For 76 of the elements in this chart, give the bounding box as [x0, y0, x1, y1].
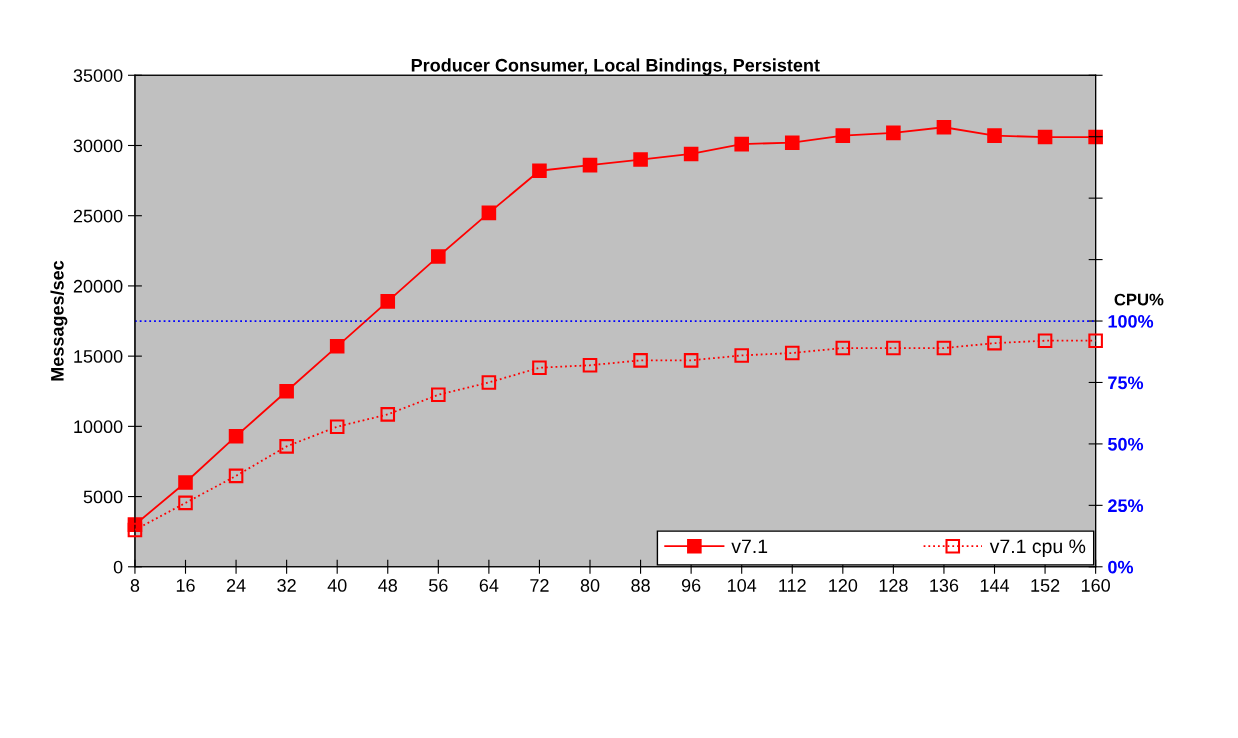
point — [1037, 129, 1053, 145]
y2-tick-label: 50% — [1107, 437, 1144, 451]
point — [127, 522, 143, 538]
x-tick-label: 8 — [130, 579, 140, 592]
point — [936, 340, 952, 356]
x-tick-label: 104 — [728, 579, 757, 592]
point — [734, 348, 749, 363]
point — [431, 387, 446, 403]
y-tick-label: 20000 — [73, 279, 123, 293]
y-tick-label: 10000 — [74, 420, 123, 434]
x-tick-label: 16 — [176, 579, 195, 592]
y-tick-label: 30000 — [73, 139, 123, 153]
point — [886, 340, 901, 356]
y2-axis-title: CPU% — [1114, 293, 1164, 306]
point — [784, 135, 800, 150]
point — [633, 353, 648, 368]
point — [835, 128, 851, 143]
x-tick-label: 40 — [327, 579, 347, 592]
x-tick-label: 120 — [829, 579, 858, 592]
y2-tick-label: 75% — [1108, 376, 1144, 390]
x-tick-label: 128 — [879, 579, 908, 592]
point — [279, 439, 294, 454]
y-axis-title: Messages/sec — [50, 260, 68, 381]
x-tick-label: 144 — [980, 579, 1010, 592]
point — [987, 128, 1002, 143]
point — [582, 357, 598, 373]
point — [1037, 333, 1053, 348]
point — [734, 136, 749, 152]
x-tick-label: 88 — [631, 579, 650, 592]
y-tick-label: 15000 — [74, 350, 123, 363]
point — [329, 419, 345, 434]
point — [683, 146, 699, 162]
y2-tick-label: 25% — [1108, 499, 1144, 513]
point — [633, 152, 648, 167]
legend-label: v7.1 — [731, 539, 768, 554]
point — [228, 468, 244, 484]
point — [835, 340, 851, 356]
y-tick-label: 25000 — [73, 209, 123, 223]
x-tick-label: 56 — [429, 579, 448, 592]
x-tick-label: 80 — [580, 579, 600, 592]
x-tick-label: 112 — [779, 579, 806, 592]
x-tick-label: 96 — [681, 579, 701, 592]
point — [178, 475, 193, 490]
x-tick-label: 48 — [378, 579, 398, 592]
point — [481, 375, 497, 390]
chart-title: Producer Consumer, Local Bindings, Persistent — [411, 58, 820, 76]
legend-label: v7.1 cpu % — [989, 539, 1086, 558]
y2-tick-label: 0% — [1108, 560, 1134, 574]
y-tick-label: 35000 — [73, 69, 123, 82]
y2-tick-label: 100% — [1108, 314, 1154, 328]
point — [1088, 333, 1103, 348]
point — [987, 335, 1002, 351]
point — [228, 428, 244, 444]
point — [886, 125, 901, 141]
x-tick-label: 160 — [1081, 579, 1110, 592]
point — [329, 339, 345, 354]
point — [532, 163, 547, 179]
x-tick-label: 136 — [930, 579, 959, 592]
point — [532, 360, 547, 376]
x-tick-label: 72 — [530, 579, 549, 592]
y-tick-label: 5000 — [83, 490, 123, 504]
x-tick-label: 32 — [277, 579, 296, 592]
point — [582, 157, 598, 173]
point — [431, 249, 446, 264]
y-tick-label: 0 — [113, 560, 123, 574]
point — [481, 205, 497, 221]
point — [380, 294, 396, 309]
point — [279, 383, 294, 399]
point — [784, 345, 800, 361]
point — [683, 353, 699, 368]
x-tick-label: 64 — [479, 579, 499, 592]
x-tick-label: 24 — [226, 579, 246, 592]
x-tick-label: 152 — [1031, 579, 1060, 592]
point — [936, 119, 952, 135]
point — [178, 495, 193, 511]
point — [380, 407, 396, 422]
